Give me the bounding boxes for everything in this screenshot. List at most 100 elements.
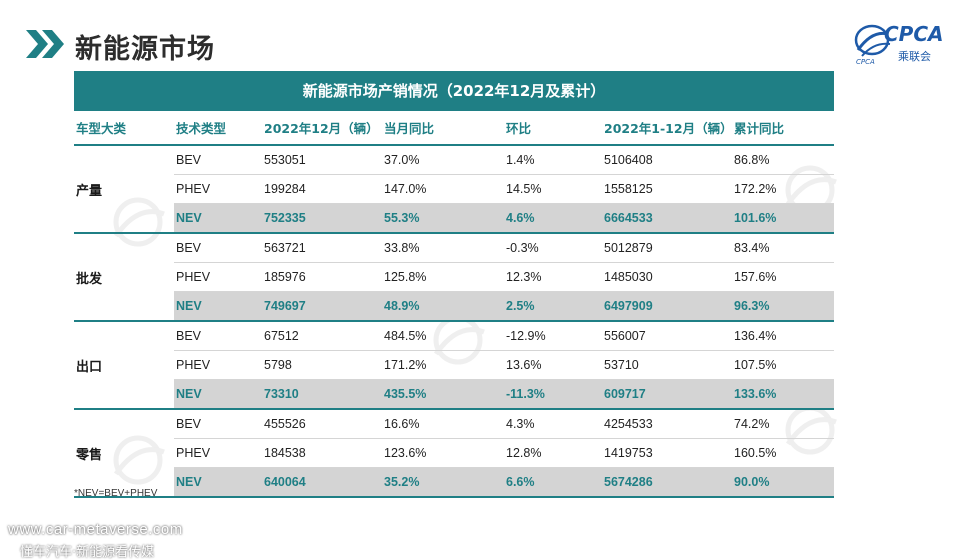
cell-mom: -0.3%	[504, 233, 602, 263]
cell-ytd: 1485030	[602, 262, 732, 292]
cell-ytd: 6497909	[602, 291, 732, 322]
cell-yoy: 16.6%	[382, 409, 504, 439]
cell-type: BEV	[174, 321, 262, 351]
cell-ytd-yoy: 96.3%	[732, 291, 834, 322]
cell-month: 752335	[262, 203, 382, 234]
cell-type: PHEV	[174, 174, 262, 204]
cell-type: PHEV	[174, 438, 262, 468]
cell-ytd: 5106408	[602, 145, 732, 175]
cell-yoy: 171.2%	[382, 350, 504, 380]
cell-yoy: 123.6%	[382, 438, 504, 468]
cell-mom: 6.6%	[504, 467, 602, 498]
cell-month: 455526	[262, 409, 382, 439]
cell-type: PHEV	[174, 350, 262, 380]
cell-month: 640064	[262, 467, 382, 498]
cell-ytd: 4254533	[602, 409, 732, 439]
cell-yoy: 33.8%	[382, 233, 504, 263]
cell-mom: 2.5%	[504, 291, 602, 322]
column-header: 环比	[504, 111, 602, 146]
category-cell: 产量	[74, 145, 174, 234]
column-header: 技术类型	[174, 111, 262, 146]
double-chevron-icon	[26, 30, 64, 58]
cell-mom: -11.3%	[504, 379, 602, 410]
cell-month: 67512	[262, 321, 382, 351]
table-row: 产量 BEV 553051 37.0% 1.4% 5106408 86.8%	[74, 145, 834, 234]
column-header: 2022年1-12月（辆）	[602, 111, 733, 146]
svg-text:CPCA: CPCA	[856, 58, 875, 66]
cell-ytd-yoy: 101.6%	[732, 203, 834, 234]
cell-month: 563721	[262, 233, 382, 263]
table-row: NEV 73310 435.5% -11.3% 609717 133.6%	[74, 379, 834, 410]
sales-table: 车型大类 技术类型 2022年12月（辆） 当月同比 环比 2022年1-12月…	[74, 111, 834, 498]
table-title: 新能源市场产销情况（2022年12月及累计）	[74, 71, 834, 111]
cell-yoy: 125.8%	[382, 262, 504, 292]
cell-ytd-yoy: 90.0%	[732, 467, 834, 498]
table-row: NEV 749697 48.9% 2.5% 6497909 96.3%	[74, 291, 834, 322]
watermark-text: 懂车汽车·新能源看传媒	[20, 545, 155, 560]
category-cell: 出口	[74, 321, 174, 410]
cell-yoy: 435.5%	[382, 379, 504, 410]
table-row: PHEV 184538 123.6% 12.8% 1419753 160.5%	[74, 438, 834, 468]
cell-month: 185976	[262, 262, 382, 292]
cell-month: 199284	[262, 174, 382, 204]
cell-ytd-yoy: 74.2%	[732, 409, 834, 439]
cell-mom: 12.8%	[504, 438, 602, 468]
table-header-row: 车型大类 技术类型 2022年12月（辆） 当月同比 环比 2022年1-12月…	[74, 111, 834, 146]
cell-yoy: 48.9%	[382, 291, 504, 322]
cell-ytd-yoy: 107.5%	[732, 350, 834, 380]
cell-type: NEV	[174, 379, 262, 410]
cell-month: 553051	[262, 145, 382, 175]
cell-mom: 13.6%	[504, 350, 602, 380]
cell-mom: 4.6%	[504, 203, 602, 234]
cell-ytd-yoy: 133.6%	[732, 379, 834, 410]
cell-ytd-yoy: 160.5%	[732, 438, 834, 468]
cell-type: BEV	[174, 145, 262, 175]
cell-month: 184538	[262, 438, 382, 468]
cell-yoy: 37.0%	[382, 145, 504, 175]
cell-yoy: 484.5%	[382, 321, 504, 351]
table-row: 出口 BEV 67512 484.5% -12.9% 556007 136.4%	[74, 321, 834, 410]
logo-subtext: 乘联会	[898, 50, 931, 63]
cell-ytd-yoy: 157.6%	[732, 262, 834, 292]
table-row: NEV 752335 55.3% 4.6% 6664533 101.6%	[74, 203, 834, 234]
cell-type: BEV	[174, 409, 262, 439]
table-row: PHEV 185976 125.8% 12.3% 1485030 157.6%	[74, 262, 834, 292]
column-header: 2022年12月（辆）	[262, 111, 382, 146]
table-row: 批发 BEV 563721 33.8% -0.3% 5012879 83.4%	[74, 233, 834, 322]
cell-mom: 12.3%	[504, 262, 602, 292]
table-row: NEV 640064 35.2% 6.6% 5674286 90.0%	[74, 467, 834, 498]
cell-mom: 1.4%	[504, 145, 602, 175]
globe-icon: CPCA	[854, 24, 891, 66]
logo-text: CPCA	[884, 22, 944, 46]
column-header: 车型大类	[74, 111, 174, 146]
cell-mom: 14.5%	[504, 174, 602, 204]
cell-type: NEV	[174, 291, 262, 322]
cell-type: PHEV	[174, 262, 262, 292]
cell-mom: -12.9%	[504, 321, 602, 351]
watermark-url: www.car-metaverse.com	[8, 521, 183, 538]
category-cell: 零售	[74, 409, 174, 498]
cell-month: 73310	[262, 379, 382, 410]
cell-ytd-yoy: 83.4%	[732, 233, 834, 263]
cell-type: NEV	[174, 203, 262, 234]
cell-ytd: 5674286	[602, 467, 732, 498]
page-title: 新能源市场	[75, 34, 215, 65]
cell-yoy: 55.3%	[382, 203, 504, 234]
cell-mom: 4.3%	[504, 409, 602, 439]
cell-type: BEV	[174, 233, 262, 263]
column-header: 当月同比	[382, 111, 504, 146]
cell-ytd: 5012879	[602, 233, 732, 263]
cell-ytd: 556007	[602, 321, 732, 351]
cell-yoy: 147.0%	[382, 174, 504, 204]
cell-ytd: 6664533	[602, 203, 732, 234]
table-row: PHEV 199284 147.0% 14.5% 1558125 172.2%	[74, 174, 834, 204]
cell-type: NEV	[174, 467, 262, 498]
cell-ytd-yoy: 136.4%	[732, 321, 834, 351]
cell-ytd: 53710	[602, 350, 732, 380]
cell-month: 749697	[262, 291, 382, 322]
cell-yoy: 35.2%	[382, 467, 504, 498]
cell-ytd: 1419753	[602, 438, 732, 468]
cell-ytd: 609717	[602, 379, 732, 410]
footnote: *NEV=BEV+PHEV	[74, 488, 158, 499]
sales-table-panel: 新能源市场产销情况（2022年12月及累计） 车型大类 技术类型 2022年12…	[74, 71, 834, 498]
